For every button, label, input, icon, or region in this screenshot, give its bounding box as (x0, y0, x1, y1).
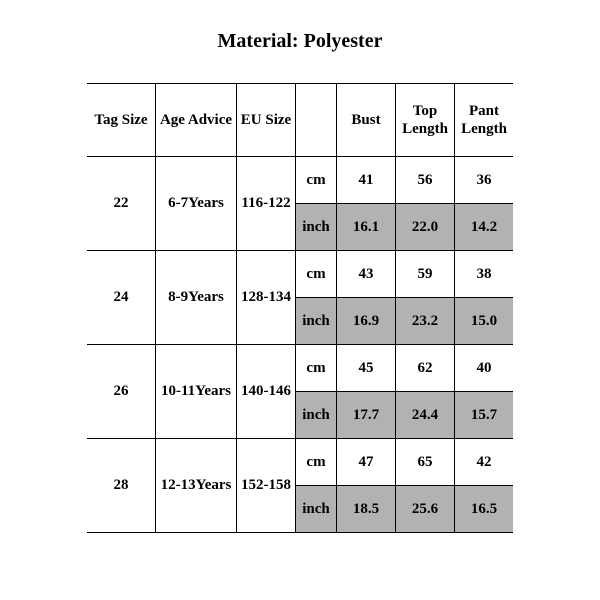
col-header-age-advice: Age Advice (156, 84, 237, 157)
cell-bust-inch: 16.1 (337, 204, 396, 251)
cell-pant-inch: 16.5 (455, 486, 514, 533)
cell-pant-inch: 15.0 (455, 298, 514, 345)
table-header-row: Tag Size Age Advice EU Size Bust Top Len… (87, 84, 513, 157)
cell-pant-inch: 14.2 (455, 204, 514, 251)
size-table-body: 22 6-7Years 116-122 cm 41 56 36 inch 16.… (87, 157, 513, 533)
cell-top-inch: 22.0 (396, 204, 455, 251)
cell-unit-cm: cm (296, 251, 337, 298)
col-header-tag-size: Tag Size (87, 84, 156, 157)
size-chart-page: Material: Polyester Tag Size Age Advice … (0, 0, 600, 600)
table-row: 26 10-11Years 140-146 cm 45 62 40 (87, 345, 513, 392)
cell-unit-inch: inch (296, 392, 337, 439)
cell-top-cm: 65 (396, 439, 455, 486)
table-row: 24 8-9Years 128-134 cm 43 59 38 (87, 251, 513, 298)
cell-top-inch: 24.4 (396, 392, 455, 439)
cell-age-advice: 12-13Years (156, 439, 237, 533)
cell-tag-size: 28 (87, 439, 156, 533)
cell-age-advice: 8-9Years (156, 251, 237, 345)
cell-pant-cm: 38 (455, 251, 514, 298)
table-row: 28 12-13Years 152-158 cm 47 65 42 (87, 439, 513, 486)
cell-bust-inch: 16.9 (337, 298, 396, 345)
cell-bust-cm: 41 (337, 157, 396, 204)
cell-bust-cm: 45 (337, 345, 396, 392)
cell-eu-size: 152-158 (237, 439, 296, 533)
cell-bust-cm: 43 (337, 251, 396, 298)
cell-tag-size: 22 (87, 157, 156, 251)
cell-unit-inch: inch (296, 486, 337, 533)
cell-pant-cm: 40 (455, 345, 514, 392)
cell-bust-inch: 17.7 (337, 392, 396, 439)
cell-bust-cm: 47 (337, 439, 396, 486)
cell-top-inch: 25.6 (396, 486, 455, 533)
cell-eu-size: 128-134 (237, 251, 296, 345)
table-row: 22 6-7Years 116-122 cm 41 56 36 (87, 157, 513, 204)
cell-unit-cm: cm (296, 439, 337, 486)
col-header-top-length: Top Length (396, 84, 455, 157)
col-header-unit (296, 84, 337, 157)
cell-eu-size: 140-146 (237, 345, 296, 439)
cell-top-cm: 59 (396, 251, 455, 298)
cell-unit-inch: inch (296, 204, 337, 251)
cell-top-cm: 62 (396, 345, 455, 392)
cell-unit-cm: cm (296, 157, 337, 204)
cell-pant-inch: 15.7 (455, 392, 514, 439)
cell-eu-size: 116-122 (237, 157, 296, 251)
cell-tag-size: 26 (87, 345, 156, 439)
cell-tag-size: 24 (87, 251, 156, 345)
col-header-eu-size: EU Size (237, 84, 296, 157)
cell-age-advice: 10-11Years (156, 345, 237, 439)
cell-pant-cm: 36 (455, 157, 514, 204)
cell-age-advice: 6-7Years (156, 157, 237, 251)
material-title: Material: Polyester (0, 30, 600, 53)
cell-pant-cm: 42 (455, 439, 514, 486)
size-table: Tag Size Age Advice EU Size Bust Top Len… (87, 83, 513, 533)
col-header-bust: Bust (337, 84, 396, 157)
cell-bust-inch: 18.5 (337, 486, 396, 533)
cell-top-cm: 56 (396, 157, 455, 204)
cell-unit-inch: inch (296, 298, 337, 345)
cell-top-inch: 23.2 (396, 298, 455, 345)
col-header-pant-length: Pant Length (455, 84, 514, 157)
cell-unit-cm: cm (296, 345, 337, 392)
